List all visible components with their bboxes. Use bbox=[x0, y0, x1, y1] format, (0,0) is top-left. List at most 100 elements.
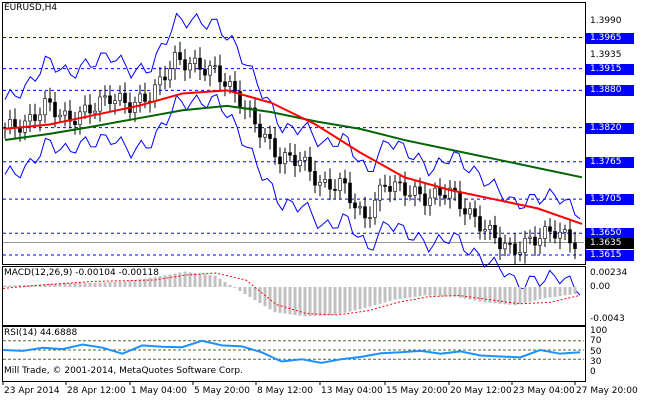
macd-bar bbox=[373, 287, 377, 306]
macd-bar bbox=[533, 287, 537, 301]
macd-bar bbox=[413, 287, 417, 297]
macd-bar bbox=[233, 287, 237, 288]
candle-body bbox=[468, 208, 472, 215]
macd-bar bbox=[28, 285, 32, 287]
macd-bar bbox=[148, 277, 152, 287]
candle-body bbox=[358, 206, 362, 209]
candle-body bbox=[58, 114, 62, 118]
macd-bar bbox=[298, 287, 302, 316]
candle-body bbox=[193, 57, 197, 64]
macd-bar bbox=[363, 287, 367, 308]
macd-bar bbox=[308, 287, 312, 317]
macd-bar bbox=[253, 287, 257, 301]
time-label: 23 Apr 2014 bbox=[4, 386, 60, 396]
candle-body bbox=[168, 68, 172, 81]
macd-bar bbox=[433, 287, 437, 296]
candle-body bbox=[258, 123, 262, 138]
macd-bar bbox=[98, 282, 102, 287]
macd-bar bbox=[258, 287, 262, 304]
candle-body bbox=[73, 120, 77, 126]
candle-body bbox=[183, 59, 187, 71]
candle-body bbox=[403, 182, 407, 196]
time-label: 15 May 20:00 bbox=[386, 386, 448, 396]
macd-bar bbox=[443, 287, 447, 297]
macd-bar bbox=[463, 287, 467, 299]
macd-bar bbox=[108, 282, 112, 287]
level-label: 1.3705 bbox=[586, 194, 634, 206]
macd-bar bbox=[423, 287, 427, 296]
candle-body bbox=[48, 98, 52, 103]
current-price-label: 1.3635 bbox=[586, 237, 634, 249]
macd-bar bbox=[478, 287, 482, 302]
macd-bar bbox=[248, 287, 252, 298]
candle-body bbox=[518, 252, 522, 255]
candle-body bbox=[413, 186, 417, 196]
candle-body bbox=[113, 100, 117, 104]
macd-bar bbox=[318, 287, 322, 316]
candle-body bbox=[438, 187, 442, 196]
macd-bar bbox=[118, 281, 122, 287]
macd-bar bbox=[178, 272, 182, 287]
time-label: 13 May 04:00 bbox=[321, 386, 383, 396]
time-label: 23 May 04:00 bbox=[513, 386, 575, 396]
rsi-pane[interactable] bbox=[2, 326, 586, 382]
candle-body bbox=[118, 93, 122, 102]
macd-bar bbox=[468, 287, 472, 300]
macd-bar bbox=[223, 281, 227, 287]
macd-bar bbox=[418, 287, 422, 297]
candle-body bbox=[478, 216, 482, 232]
macd-bar bbox=[208, 275, 212, 287]
candle-body bbox=[423, 193, 427, 206]
level-label: 1.3880 bbox=[586, 85, 634, 97]
candle-body bbox=[563, 229, 567, 233]
level-label: 1.3650 bbox=[586, 228, 634, 240]
candle-body bbox=[303, 156, 307, 161]
time-label: 27 May 20:00 bbox=[576, 386, 638, 396]
macd-bar bbox=[63, 282, 67, 287]
rsi-tick: 100 bbox=[590, 326, 608, 336]
candle-body bbox=[418, 186, 422, 195]
macd-bar bbox=[163, 275, 167, 287]
candle-body bbox=[173, 52, 177, 70]
copyright: Mill Trade, © 2001-2014, MetaQuotes Soft… bbox=[4, 366, 243, 376]
rsi-title: RSI(14) 44.6888 bbox=[4, 328, 78, 338]
rsi-tick: 70 bbox=[590, 336, 602, 346]
candle-body bbox=[43, 98, 47, 116]
macd-bar bbox=[348, 287, 352, 312]
candle-body bbox=[288, 152, 292, 156]
macd-bar bbox=[403, 287, 407, 299]
candle-body bbox=[143, 93, 147, 102]
macd-bar bbox=[173, 273, 177, 287]
macd-bar bbox=[78, 282, 82, 287]
candle-body bbox=[573, 242, 577, 250]
time-label: 28 Apr 12:00 bbox=[67, 386, 126, 396]
macd-bar bbox=[553, 287, 557, 297]
candle-body bbox=[333, 188, 337, 191]
macd-bar bbox=[283, 287, 287, 314]
candle-body bbox=[533, 236, 537, 246]
candle-body bbox=[268, 133, 272, 139]
macd-bar bbox=[378, 287, 382, 304]
candle-body bbox=[483, 229, 487, 232]
macd-bar bbox=[538, 287, 542, 300]
macd-bar bbox=[133, 280, 137, 287]
macd-bar bbox=[448, 287, 452, 297]
macd-bar bbox=[323, 287, 327, 316]
candle-body bbox=[448, 187, 452, 199]
price-pane[interactable] bbox=[2, 2, 586, 265]
macd-bar bbox=[138, 279, 142, 287]
macd-bar bbox=[58, 283, 62, 287]
macd-tick: -0.0043 bbox=[590, 314, 625, 324]
candle-body bbox=[13, 119, 17, 129]
level-label: 1.3915 bbox=[586, 63, 634, 75]
macd-bar bbox=[53, 283, 57, 287]
macd-bar bbox=[428, 287, 432, 296]
time-label: 8 May 12:00 bbox=[257, 386, 313, 396]
candle-body bbox=[123, 93, 127, 103]
candle-body bbox=[308, 156, 312, 172]
price-tick: 1.3935 bbox=[590, 50, 622, 61]
macd-bar bbox=[188, 272, 192, 287]
candle-body bbox=[458, 191, 462, 209]
candle-body bbox=[53, 101, 57, 118]
